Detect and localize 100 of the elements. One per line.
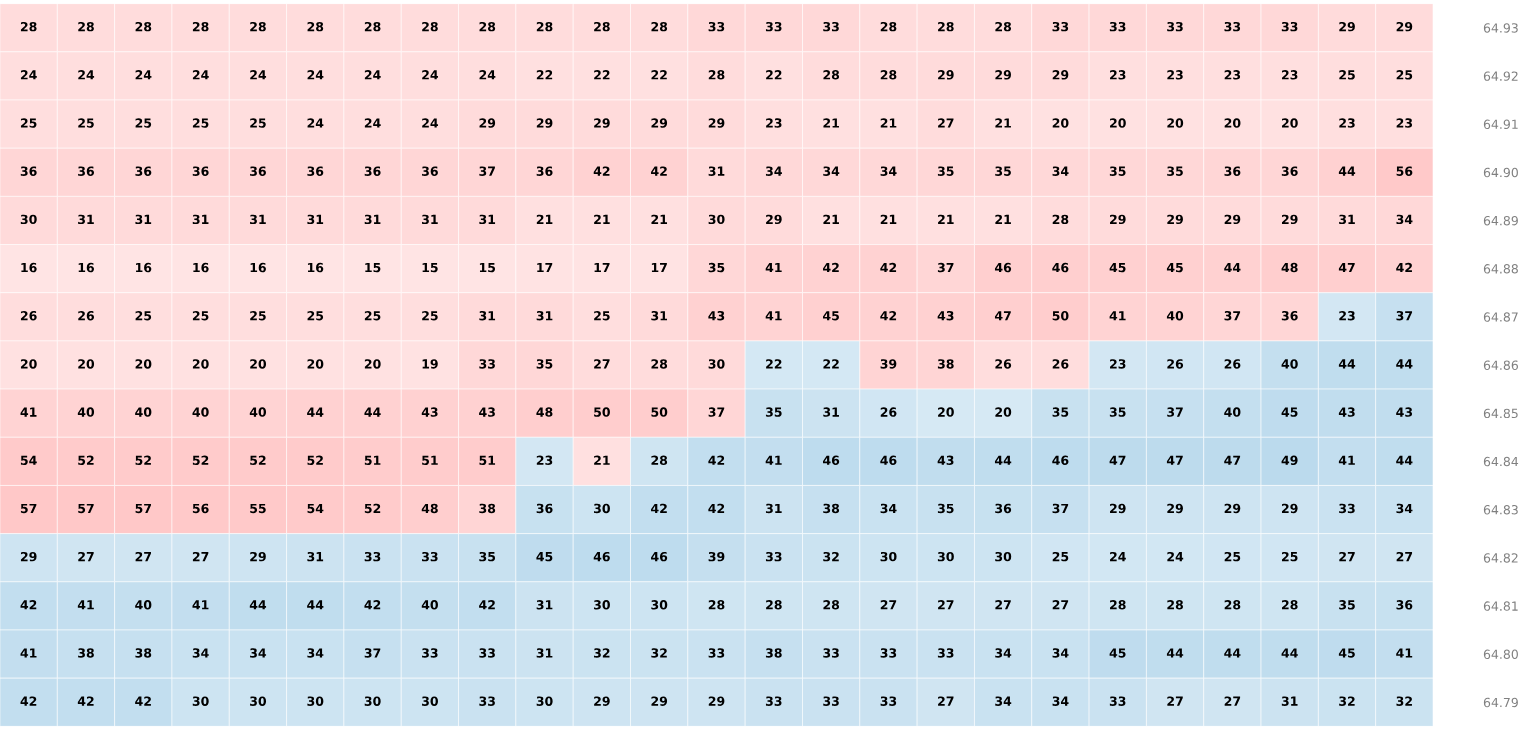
data-label: 23: [1339, 310, 1355, 321]
data-label: 54: [20, 455, 37, 465]
data-label: 30: [995, 551, 1012, 562]
data-label: 35: [1109, 407, 1126, 417]
data-label: 26: [1052, 359, 1069, 369]
data-label: 29: [1167, 503, 1183, 514]
data-label: 44: [1166, 648, 1184, 658]
data-label: 28: [307, 21, 324, 32]
data-label: 31: [536, 648, 553, 658]
data-label: 46: [1052, 455, 1069, 465]
data-label: 33: [823, 648, 839, 658]
data-label: 37: [1167, 407, 1183, 417]
data-label: 28: [880, 70, 897, 80]
data-label: 28: [1167, 600, 1183, 610]
y-tick-label: 64.91: [1483, 119, 1518, 130]
data-label: 16: [307, 262, 324, 273]
data-label: 31: [479, 310, 496, 321]
data-label: 31: [1339, 214, 1355, 225]
data-label: 47: [1224, 455, 1241, 465]
data-label: 28: [823, 600, 840, 610]
data-label: 23: [1167, 70, 1183, 80]
data-label: 28: [708, 600, 725, 610]
data-label: 40: [421, 600, 438, 610]
data-label: 33: [1281, 21, 1298, 32]
data-label: 21: [594, 214, 610, 224]
data-label: 35: [1339, 600, 1355, 610]
data-label: 23: [1224, 70, 1241, 80]
data-label: 31: [708, 166, 725, 176]
data-label: 33: [422, 551, 438, 562]
data-label: 38: [135, 648, 152, 658]
data-label: 46: [1052, 262, 1069, 273]
data-label: 21: [995, 118, 1011, 128]
data-label: 37: [364, 648, 381, 658]
data-label: 31: [536, 600, 553, 610]
y-tick-label: 64.82: [1483, 553, 1518, 563]
data-label: 33: [422, 648, 438, 658]
data-label: 43: [937, 455, 954, 465]
y-tick-label: 64.80: [1483, 649, 1518, 660]
data-label: 25: [192, 118, 209, 128]
data-label: 22: [766, 359, 782, 369]
data-label: 40: [1166, 310, 1184, 321]
data-label: 41: [765, 311, 782, 321]
data-label: 15: [365, 262, 381, 273]
data-label: 29: [1396, 21, 1413, 32]
data-label: 16: [136, 262, 152, 273]
data-label: 52: [250, 455, 266, 465]
data-label: 31: [192, 214, 209, 225]
data-label: 29: [536, 118, 553, 128]
data-label: 52: [364, 503, 381, 514]
data-label: 47: [1166, 455, 1183, 465]
data-label: 38: [823, 503, 840, 514]
data-label: 30: [594, 503, 610, 514]
data-label: 34: [765, 166, 782, 176]
data-label: 28: [823, 70, 840, 80]
data-label: 25: [78, 118, 94, 128]
data-label: 36: [1396, 600, 1413, 610]
data-label: 21: [594, 455, 610, 465]
y-tick-label: 64.92: [1483, 71, 1518, 81]
data-label: 40: [249, 407, 267, 417]
data-label: 31: [307, 551, 324, 562]
data-label: 34: [1052, 166, 1069, 176]
data-label: 44: [1338, 166, 1356, 176]
data-label: 21: [651, 214, 668, 224]
data-label: 29: [1167, 214, 1183, 225]
data-label: 30: [708, 359, 725, 369]
data-label: 29: [1110, 214, 1126, 225]
data-label: 36: [536, 503, 553, 514]
data-label: 37: [937, 262, 954, 273]
data-label: 44: [1338, 359, 1356, 369]
data-label: 26: [20, 310, 37, 321]
data-label: 39: [880, 359, 897, 369]
data-label: 44: [1224, 648, 1241, 658]
data-label: 24: [422, 70, 439, 80]
y-tick-label: 64.88: [1483, 264, 1518, 274]
data-label: 24: [1110, 551, 1126, 562]
data-label: 42: [364, 600, 381, 610]
data-label: 27: [78, 551, 94, 562]
data-label: 29: [1110, 503, 1126, 514]
data-label: 24: [135, 70, 152, 80]
data-label: 21: [995, 214, 1011, 224]
data-label: 23: [766, 118, 782, 128]
data-label: 26: [1224, 359, 1241, 369]
data-label: 33: [937, 648, 954, 658]
data-label: 29: [250, 551, 266, 562]
data-label: 28: [938, 21, 954, 32]
data-label: 42: [880, 310, 897, 321]
data-label: 20: [938, 407, 954, 417]
data-label: 42: [20, 696, 37, 706]
data-label: 24: [364, 70, 381, 80]
data-label: 51: [422, 455, 438, 465]
data-label: 42: [593, 166, 610, 176]
data-label: 24: [422, 118, 439, 128]
data-label: 42: [479, 600, 495, 610]
data-label: 21: [823, 214, 839, 224]
data-label: 30: [594, 600, 610, 610]
data-label: 37: [1224, 310, 1241, 321]
data-label: 45: [536, 552, 553, 562]
data-label: 36: [250, 166, 266, 176]
data-label: 34: [192, 648, 209, 658]
data-label: 36: [307, 166, 324, 176]
